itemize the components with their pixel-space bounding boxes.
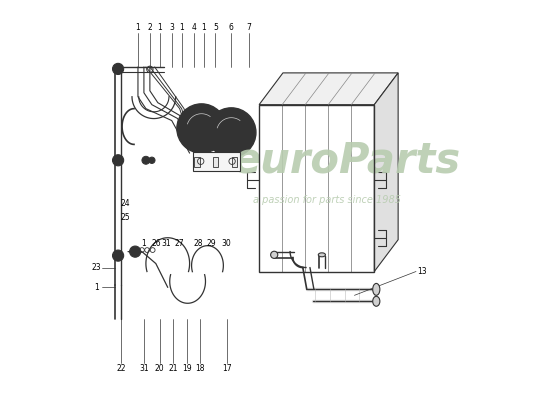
FancyBboxPatch shape bbox=[232, 157, 237, 168]
Text: 2: 2 bbox=[147, 23, 152, 32]
Text: 1: 1 bbox=[94, 283, 98, 292]
Circle shape bbox=[207, 108, 256, 157]
Circle shape bbox=[113, 250, 124, 261]
Text: 30: 30 bbox=[222, 239, 232, 248]
Text: 23: 23 bbox=[91, 263, 101, 272]
Circle shape bbox=[130, 246, 141, 257]
Text: 26: 26 bbox=[151, 239, 161, 248]
Text: 28: 28 bbox=[194, 239, 203, 248]
Text: 3: 3 bbox=[169, 23, 174, 32]
Text: 25: 25 bbox=[120, 213, 130, 222]
Text: 22: 22 bbox=[116, 364, 125, 373]
Text: 7: 7 bbox=[247, 23, 251, 32]
Ellipse shape bbox=[373, 296, 380, 306]
Text: 1: 1 bbox=[157, 23, 162, 32]
Ellipse shape bbox=[373, 284, 380, 295]
Text: 31: 31 bbox=[161, 239, 170, 248]
Text: 6: 6 bbox=[229, 23, 234, 32]
Circle shape bbox=[148, 157, 155, 164]
Text: 13: 13 bbox=[417, 267, 427, 276]
Ellipse shape bbox=[271, 251, 278, 258]
Text: 5: 5 bbox=[213, 23, 218, 32]
FancyBboxPatch shape bbox=[194, 157, 200, 168]
Circle shape bbox=[113, 155, 124, 166]
Circle shape bbox=[113, 63, 124, 74]
Text: 29: 29 bbox=[207, 239, 216, 248]
Polygon shape bbox=[375, 73, 398, 272]
Text: 20: 20 bbox=[155, 364, 164, 373]
FancyBboxPatch shape bbox=[193, 152, 240, 171]
Text: 31: 31 bbox=[139, 364, 148, 373]
Text: 17: 17 bbox=[223, 364, 232, 373]
Text: 4: 4 bbox=[191, 23, 196, 32]
Text: 1: 1 bbox=[141, 239, 146, 248]
FancyBboxPatch shape bbox=[213, 157, 218, 168]
Text: 19: 19 bbox=[182, 364, 191, 373]
Polygon shape bbox=[259, 73, 398, 105]
Text: 1: 1 bbox=[201, 23, 206, 32]
Text: 27: 27 bbox=[174, 239, 184, 248]
Text: 1: 1 bbox=[179, 23, 184, 32]
Text: a passion for parts since 1985: a passion for parts since 1985 bbox=[252, 195, 400, 205]
Text: euroParts: euroParts bbox=[233, 139, 460, 181]
Text: 24: 24 bbox=[120, 200, 130, 208]
Text: 1: 1 bbox=[136, 23, 140, 32]
Circle shape bbox=[177, 104, 226, 153]
Circle shape bbox=[142, 156, 150, 164]
Text: 21: 21 bbox=[168, 364, 178, 373]
Text: 18: 18 bbox=[195, 364, 204, 373]
Ellipse shape bbox=[318, 253, 326, 257]
